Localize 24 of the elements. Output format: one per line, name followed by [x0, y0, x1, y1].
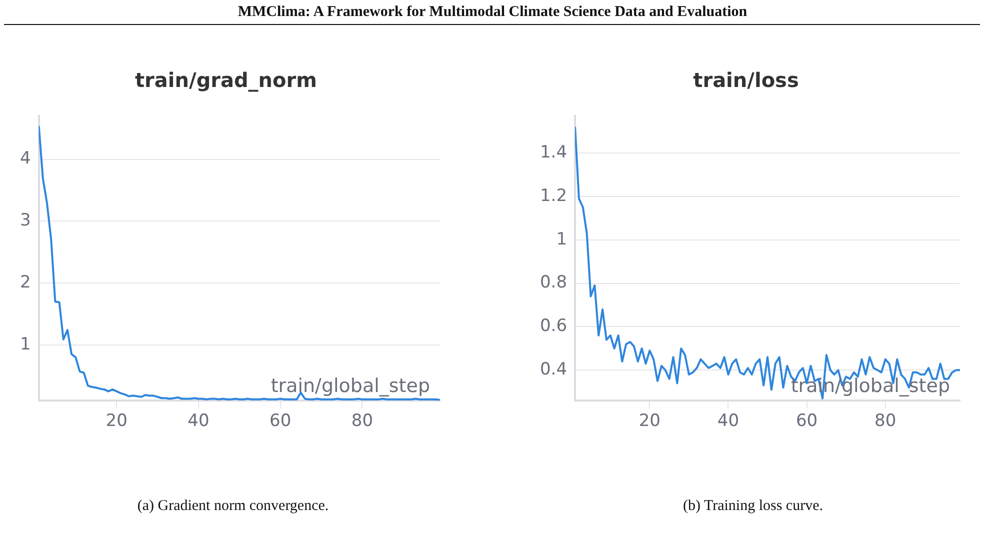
y-tick-label: 0.6 — [540, 316, 568, 336]
x-tick-label: 80 — [351, 411, 374, 432]
x-tick-label: 40 — [188, 411, 210, 432]
x-tick-label: 60 — [270, 411, 292, 432]
y-tick-label: 3 — [20, 210, 31, 231]
chart-title: train/grad_norm — [135, 68, 317, 92]
y-tick-label: 4 — [20, 148, 31, 169]
x-tick-label: 20 — [106, 411, 128, 432]
y-tick-label: 1.2 — [540, 186, 568, 206]
text: (a) Gradient norm convergence. — [136, 498, 330, 515]
x-axis-title: train/global_step — [270, 375, 430, 398]
y-tick-label: 1.4 — [540, 142, 568, 162]
text: MMClima: A Framework for Multimodal Climate Science Data and Evaluation — [236, 4, 748, 21]
x-tick-label: 80 — [874, 411, 896, 432]
text: (b) Training loss curve. — [682, 498, 824, 515]
y-tick-label: 0.8 — [540, 272, 568, 293]
y-tick-label: 0.4 — [540, 360, 568, 380]
x-tick-label: 40 — [717, 411, 740, 432]
x-tick-label: 20 — [638, 411, 660, 432]
y-tick-label: 1 — [556, 229, 568, 250]
y-tick-label: 2 — [20, 272, 31, 292]
y-tick-label: 1 — [20, 334, 31, 354]
x-tick-label: 60 — [796, 411, 818, 432]
chart-title: train/loss — [693, 68, 799, 92]
